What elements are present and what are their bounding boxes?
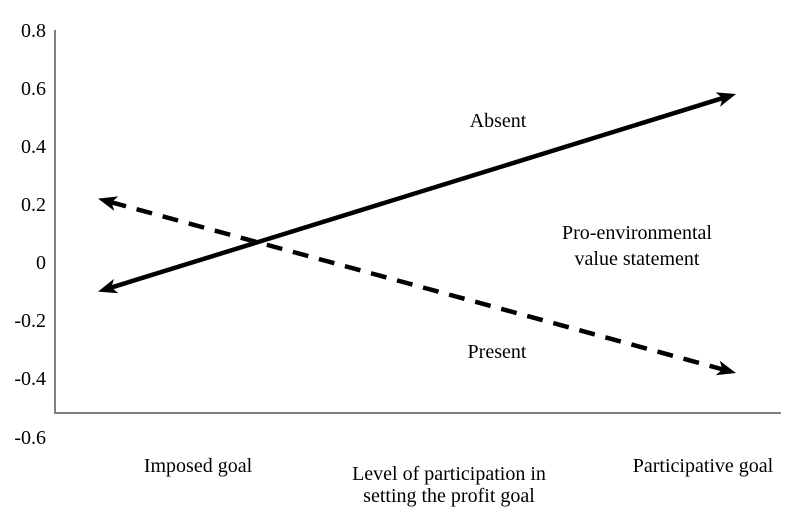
y-tick--0.4: -0.4	[14, 368, 46, 390]
y-tick-0.4: 0.4	[21, 136, 46, 158]
series-present	[98, 196, 736, 376]
arrowhead	[98, 196, 119, 211]
y-tick-0.8: 0.8	[21, 20, 46, 42]
arrowhead	[715, 360, 736, 376]
moderator-annotation: Pro-environmental value statement	[562, 222, 712, 270]
y-tick-0.6: 0.6	[21, 78, 46, 100]
y-tick-0: 0	[36, 252, 46, 274]
x-axis-title-line2: setting the profit goal	[363, 485, 535, 507]
moderator-annotation-line2: value statement	[575, 248, 700, 270]
series-line-absent	[109, 95, 725, 290]
series-label-absent: Absent	[470, 110, 527, 132]
series-label-present: Present	[468, 341, 527, 363]
arrowheads-present	[98, 196, 736, 376]
x-category-participative-goal: Participative goal	[633, 455, 774, 477]
arrowhead	[98, 278, 119, 294]
x-axis-title-line1: Level of participation in	[352, 463, 546, 485]
moderator-annotation-line1: Pro-environmental	[562, 222, 712, 244]
y-tick--0.6: -0.6	[14, 427, 46, 449]
y-tick-0.2: 0.2	[21, 194, 46, 216]
axes-lines	[54, 30, 781, 414]
series-absent	[98, 92, 736, 294]
x-category-imposed-goal: Imposed goal	[144, 455, 253, 477]
arrowheads-absent	[98, 92, 736, 294]
x-axis-title: Level of participation in setting the pr…	[352, 463, 546, 507]
arrowhead	[715, 92, 736, 107]
y-axis-tick-labels: 0.8 0.6 0.4 0.2 0 -0.2 -0.4 -0.6	[14, 20, 46, 449]
y-tick--0.2: -0.2	[14, 310, 46, 332]
